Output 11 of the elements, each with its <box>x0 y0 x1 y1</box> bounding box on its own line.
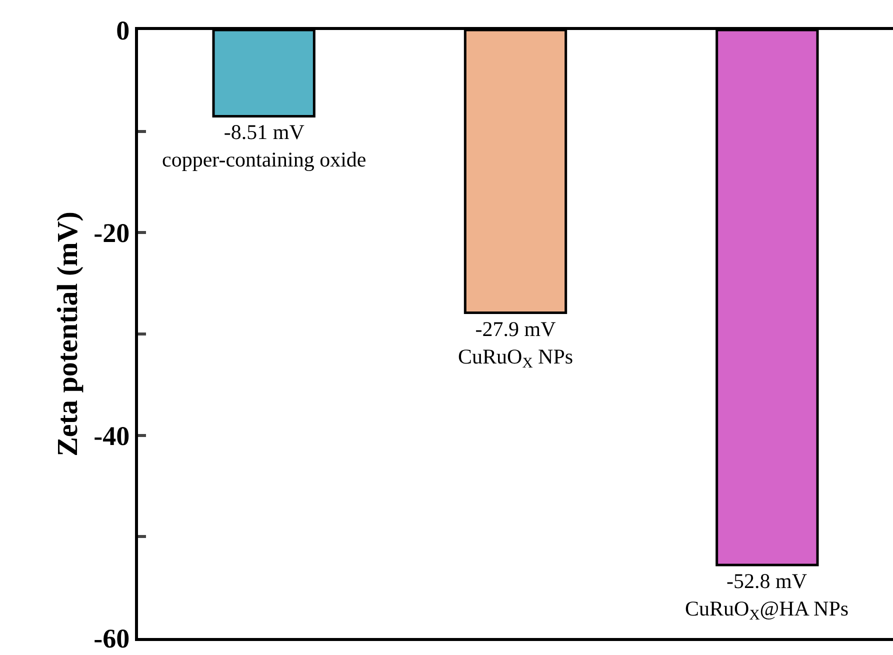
y-tick-label: -60 <box>94 623 130 654</box>
y-axis-title: Zeta potential (mV) <box>52 212 84 456</box>
data-label: -52.8 mV <box>726 569 808 593</box>
x-tick-label: CuRuO$_{X}$@HA NPs <box>685 596 849 624</box>
x-tick-label: CuRuO$_{X}$ NPs <box>458 344 574 372</box>
y-tick-label: -20 <box>94 218 130 248</box>
data-label: -27.9 mV <box>475 317 556 341</box>
x-tick-label: copper-containing oxide <box>162 147 366 172</box>
y-tick-label: -40 <box>94 420 130 451</box>
y-tick-label: 0 <box>116 15 130 46</box>
data-label: -8.51 mV <box>224 120 304 144</box>
